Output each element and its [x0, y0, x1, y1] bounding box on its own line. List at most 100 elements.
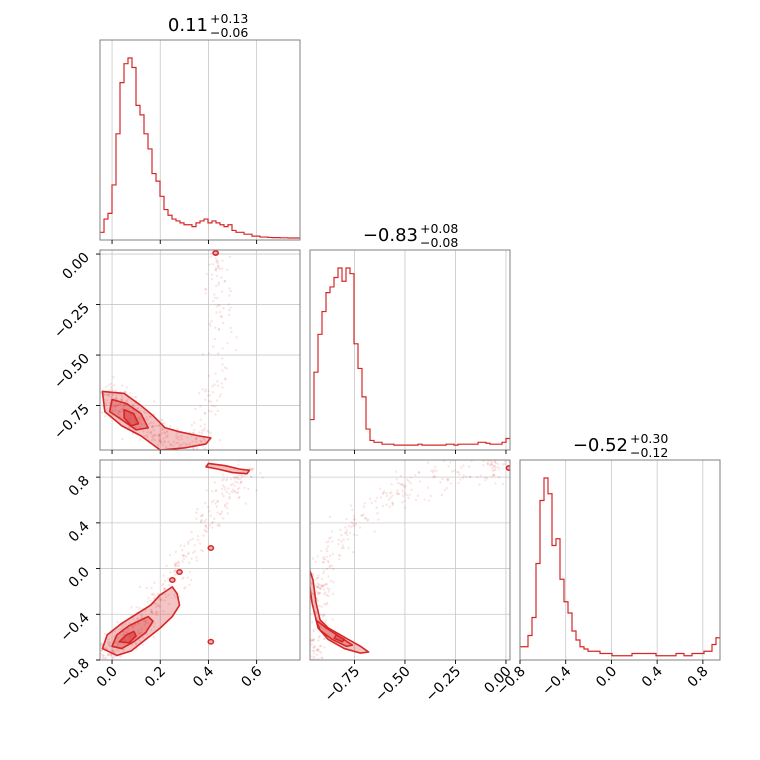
scatter-point-2-366	[485, 476, 489, 480]
scatter-point-2-151	[332, 580, 335, 584]
scatter-point-2-7	[322, 556, 326, 559]
histogram-bar-1-34	[236, 232, 240, 238]
scatter-point-1-405	[163, 599, 166, 602]
histogram-bar-1-6	[124, 64, 128, 238]
scatter-point-2-350	[496, 465, 499, 469]
scatter-point-0-340	[133, 395, 136, 399]
scatter-point-1-19	[223, 503, 227, 506]
y-tick-label-2-0: −0.8	[57, 656, 92, 691]
scatter-point-2-11	[303, 598, 305, 600]
histogram-bar-1-9	[136, 105, 140, 238]
scatter-point-0-251	[153, 439, 157, 442]
scatter-point-0-231	[200, 429, 204, 432]
scatter-point-1-369	[132, 634, 135, 638]
scatter-point-2-406	[310, 638, 313, 641]
scatter-point-0-135	[138, 425, 142, 429]
scatter-point-1-77	[199, 520, 203, 523]
scatter-point-1-346	[100, 643, 103, 646]
histogram-bar-3-21	[604, 654, 608, 659]
scatter-point-0-36	[122, 405, 126, 408]
scatter-point-1-91	[143, 623, 147, 626]
scatter-point-1-107	[145, 633, 149, 636]
scatter-point-2-418	[445, 486, 449, 490]
title-value-1: 0.11	[168, 15, 208, 36]
scatter-point-1-102	[176, 564, 179, 567]
scatter-point-0-400	[162, 422, 166, 425]
scatter-point-2-349	[397, 492, 401, 496]
scatter-point-0-26	[188, 457, 190, 459]
scatter-point-2-173	[417, 471, 421, 474]
scatter-point-1-177	[196, 534, 200, 538]
scatter-point-2-307	[446, 479, 450, 482]
scatter-point-0-287	[194, 407, 197, 411]
scatter-point-2-69	[306, 606, 308, 608]
scatter-point-0-56	[207, 389, 210, 393]
scatter-point-0-151	[103, 415, 107, 418]
scatter-point-2-285	[351, 522, 355, 526]
scatter-point-2-369	[487, 460, 490, 463]
histogram-bar-1-13	[152, 174, 156, 238]
scatter-point-2-209	[385, 494, 389, 498]
scatter-point-2-54	[326, 559, 330, 563]
scatter-point-2-68	[382, 491, 385, 495]
scatter-point-0-90	[115, 397, 119, 400]
scatter-point-1-110	[235, 475, 238, 478]
scatter-point-2-82	[325, 567, 329, 571]
scatter-point-1-415	[221, 492, 224, 496]
scatter-point-2-229	[319, 587, 322, 591]
scatter-point-1-372	[185, 555, 188, 558]
scatter-point-2-368	[320, 577, 324, 581]
scatter-point-1-190	[223, 485, 226, 489]
scatter-point-0-291	[150, 432, 153, 435]
histogram-bar-1-21	[184, 225, 188, 238]
scatter-point-0-122	[195, 447, 199, 450]
scatter-point-2-286	[306, 661, 308, 663]
scatter-point-2-73	[488, 464, 492, 467]
scatter-point-0-220	[156, 453, 158, 455]
scatter-point-1-79	[124, 639, 127, 642]
histogram-bar-3-32	[648, 654, 652, 659]
scatter-point-1-17	[167, 577, 170, 580]
scatter-point-0-157	[94, 396, 96, 398]
scatter-point-1-28	[152, 635, 156, 639]
scatter-point-0-273	[193, 428, 196, 432]
scatter-point-2-42	[346, 538, 350, 541]
scatter-point-0-376	[191, 440, 194, 443]
scatter-point-1-42	[188, 583, 191, 587]
scatter-point-2-270	[497, 457, 499, 459]
scatter-point-2-5	[319, 651, 323, 654]
scatter-point-0-37	[158, 439, 161, 442]
scatter-point-0-86	[148, 431, 152, 434]
scatter-point-2-262	[311, 557, 315, 560]
scatter-point-2-241	[404, 484, 407, 487]
scatter-point-0-67	[200, 441, 203, 444]
scatter-point-0-144	[153, 434, 156, 437]
scatter-point-1-92	[168, 583, 171, 587]
scatter-point-1-303	[216, 499, 219, 503]
scatter-point-0-204	[229, 289, 232, 293]
scatter-point-2-372	[407, 496, 410, 499]
scatter-point-1-84	[236, 488, 240, 491]
scatter-point-0-156	[153, 400, 156, 403]
scatter-point-1-23	[231, 488, 235, 491]
scatter-point-1-417	[184, 586, 187, 589]
title-value-3: −0.52	[573, 435, 628, 456]
scatter-point-1-109	[127, 637, 131, 640]
scatter-point-2-354	[320, 656, 323, 659]
scatter-point-2-187	[406, 478, 409, 481]
scatter-point-1-344	[107, 638, 110, 641]
scatter-point-1-137	[108, 644, 111, 647]
scatter-point-1-404	[129, 636, 133, 639]
scatter-point-2-19	[305, 635, 307, 637]
contour-island-1-3	[176, 569, 183, 575]
scatter-point-1-155	[108, 640, 111, 644]
scatter-point-2-203	[316, 649, 319, 652]
scatter-point-1-371	[237, 496, 241, 500]
scatter-point-1-356	[119, 655, 122, 658]
scatter-point-1-213	[183, 587, 186, 590]
scatter-point-1-25	[177, 560, 180, 563]
scatter-point-1-410	[228, 492, 231, 496]
scatter-point-2-24	[329, 554, 332, 557]
scatter-point-2-288	[353, 518, 356, 521]
scatter-point-2-184	[417, 471, 421, 474]
